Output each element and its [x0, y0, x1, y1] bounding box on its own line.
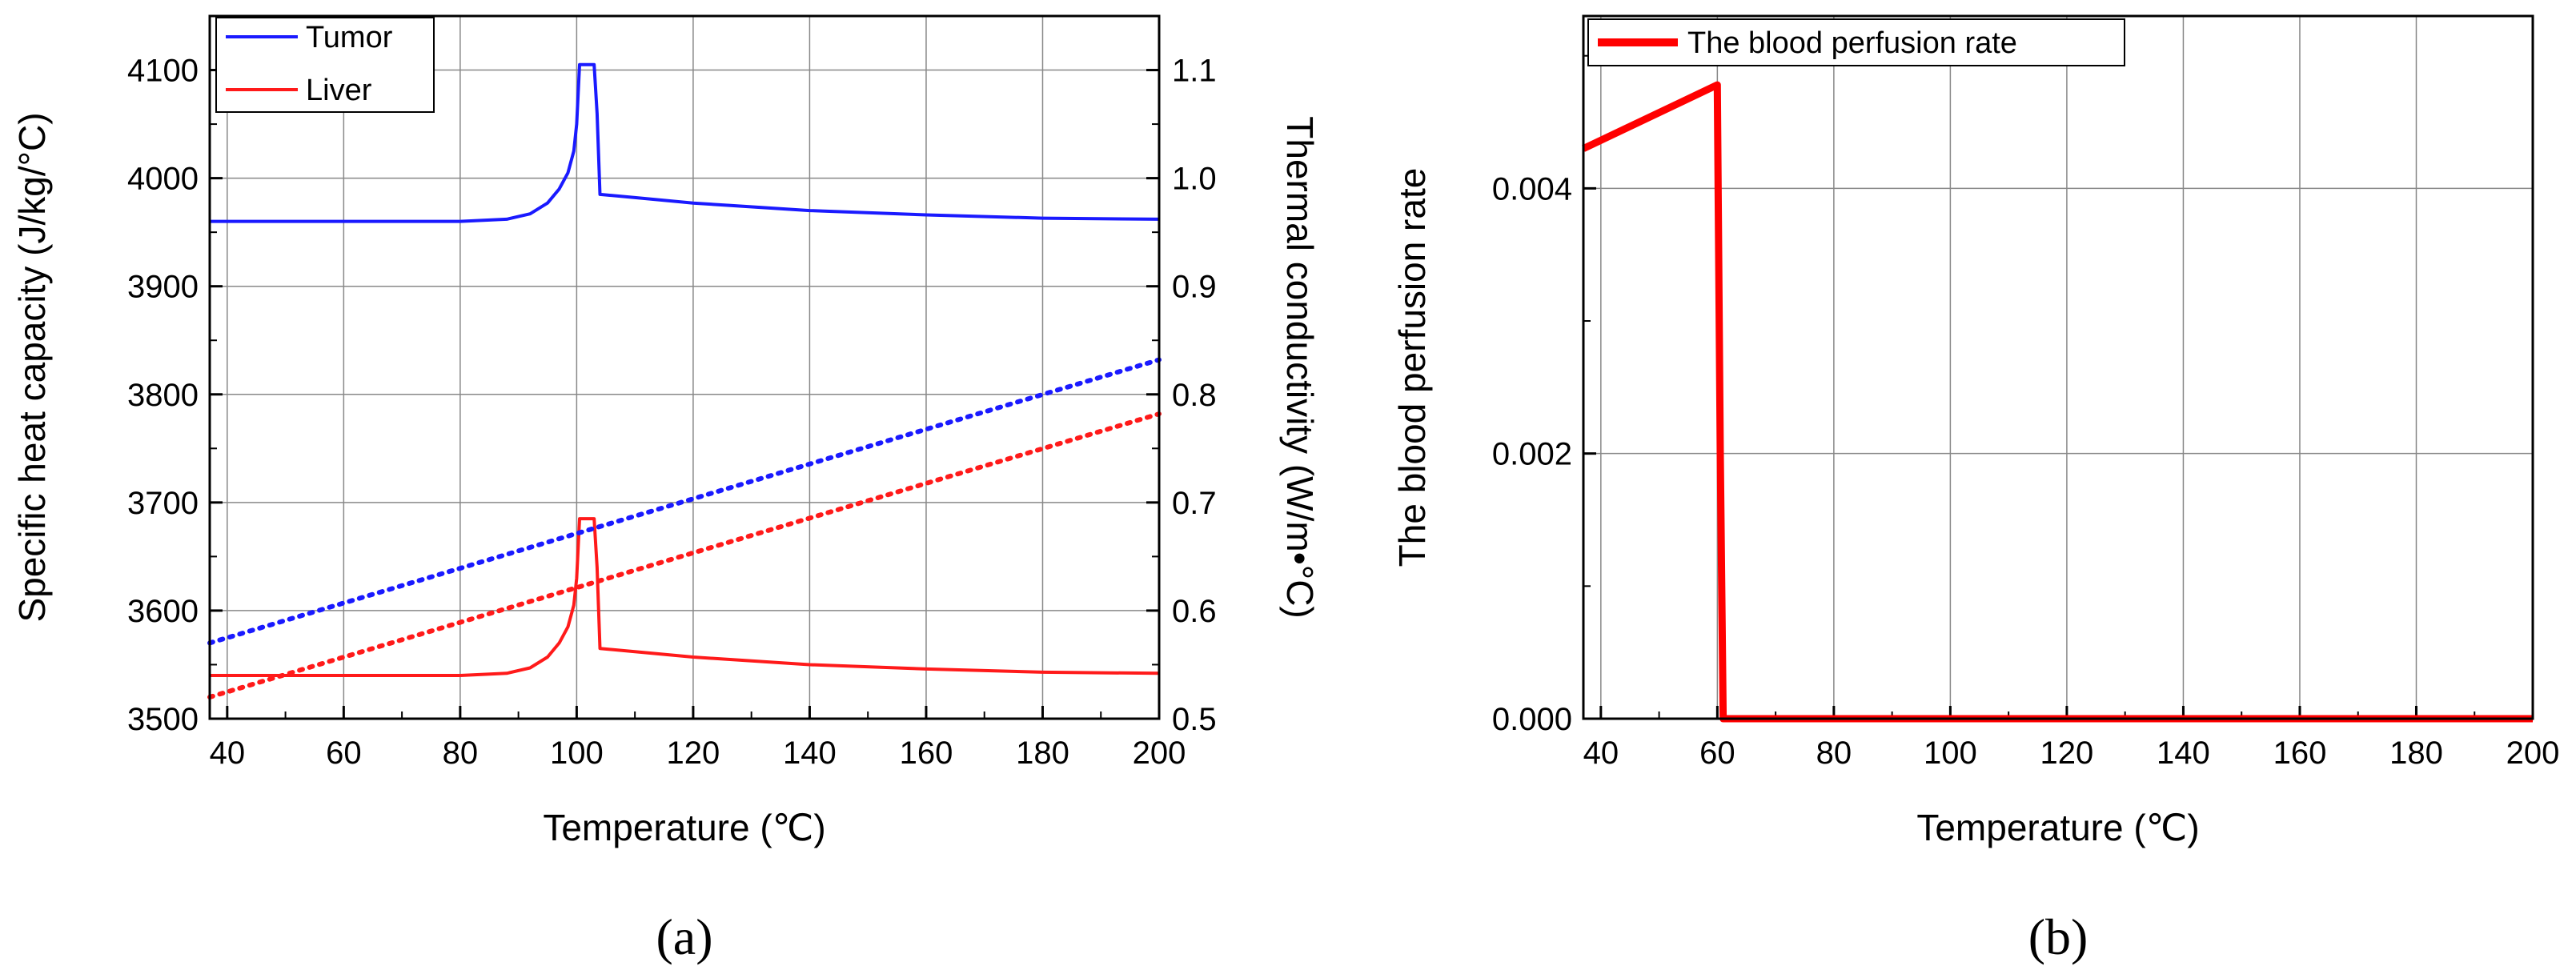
b-x-tick-label: 40 — [1583, 736, 1619, 771]
a-legend: Tumor Liver — [215, 17, 435, 113]
b-plot-frame — [1582, 14, 2534, 720]
a-legend-box — [215, 17, 435, 113]
b-x-axis-title: Temperature (℃) — [1916, 807, 2199, 848]
a-x-tick-label: 120 — [667, 736, 720, 771]
b-x-tick-label: 100 — [1924, 736, 1977, 771]
b-y-tick-label: 0.004 — [1492, 171, 1572, 206]
b-x-tick-label: 60 — [1699, 736, 1735, 771]
a-y-tick-labels: 3500 3600 3700 3800 3900 4000 4100 — [127, 54, 199, 737]
a-y-tick-label: 3500 — [127, 702, 199, 737]
a-plot-frame — [208, 14, 1161, 720]
b-x-tick-label: 80 — [1816, 736, 1852, 771]
b-x-tick-label: 180 — [2389, 736, 2443, 771]
a-series-dotted-3-line — [207, 411, 1162, 699]
a-y-right-tick-label: 1.1 — [1172, 54, 1217, 89]
a-series-dotted-2-line — [207, 357, 1162, 646]
b-x-tick-label: 140 — [2157, 736, 2210, 771]
a-x-tick-label: 60 — [326, 736, 362, 771]
a-x-tick-label: 160 — [900, 736, 953, 771]
b-y-tick-label: 0.000 — [1492, 702, 1572, 737]
chart-panel-b: 40 60 80 100 120 140 160 180 200 0.000 0.002 0.004… — [1391, 14, 2560, 965]
a-y-tick-label: 3700 — [127, 486, 199, 521]
a-y-tick-label: 3600 — [127, 594, 199, 629]
a-y-right-tick-label: 0.6 — [1172, 594, 1217, 629]
a-y-right-tick-label: 0.7 — [1172, 486, 1217, 521]
a-caption: (a) — [656, 908, 712, 965]
a-y-right-tick-label: 0.5 — [1172, 702, 1217, 737]
a-series-group — [207, 62, 1162, 699]
b-y-tick-labels: 0.000 0.002 0.004 — [1492, 171, 1572, 737]
a-x-tick-labels: 40 60 80 100 120 140 160 180 200 — [210, 736, 1186, 771]
a-y-right-tick-labels: 0.5 0.6 0.7 0.8 0.9 1.0 1.1 — [1172, 54, 1217, 737]
a-x-tick-label: 100 — [550, 736, 604, 771]
a-y-tick-label: 4100 — [127, 54, 199, 89]
a-x-tick-label: 180 — [1016, 736, 1069, 771]
a-x-tick-label: 200 — [1133, 736, 1186, 771]
a-y-tick-label: 3800 — [127, 378, 199, 413]
a-y-tick-label: 4000 — [127, 162, 199, 197]
a-y-tick-label: 3900 — [127, 270, 199, 305]
b-y-axis-title: The blood perfusion rate — [1391, 168, 1433, 567]
chart-panel-a: 40 60 80 100 120 140 160 180 200 3500 3600 3700 380… — [11, 14, 1321, 965]
a-y-right-axis-title: Thermal conductivity (W/m•°C) — [1279, 116, 1321, 618]
a-x-tick-label: 40 — [210, 736, 246, 771]
a-legend-label-tumor: Tumor — [306, 21, 393, 54]
a-legend-label-liver: Liver — [306, 74, 372, 107]
b-caption: (b) — [2028, 908, 2088, 965]
a-x-tick-label: 80 — [443, 736, 479, 771]
b-y-tick-label: 0.002 — [1492, 437, 1572, 472]
b-x-tick-labels: 40 60 80 100 120 140 160 180 200 — [1583, 736, 2560, 771]
b-x-tick-label: 160 — [2273, 736, 2327, 771]
a-y-right-tick-label: 1.0 — [1172, 162, 1217, 197]
b-x-tick-label: 200 — [2506, 736, 2560, 771]
b-legend: The blood perfusion rate — [1587, 18, 2125, 66]
a-series-liver-line — [210, 517, 1160, 677]
a-y-axis-title: Specific heat capacity (J/kg/°C) — [11, 112, 53, 622]
b-x-tick-label: 120 — [2040, 736, 2094, 771]
a-series-tumor-line — [210, 62, 1160, 223]
b-legend-label: The blood perfusion rate — [1687, 26, 2017, 60]
a-y-right-tick-label: 0.9 — [1172, 270, 1217, 305]
a-x-axis-title: Temperature (℃) — [543, 807, 825, 848]
a-x-tick-label: 140 — [783, 736, 837, 771]
a-y-right-tick-label: 0.8 — [1172, 378, 1217, 413]
